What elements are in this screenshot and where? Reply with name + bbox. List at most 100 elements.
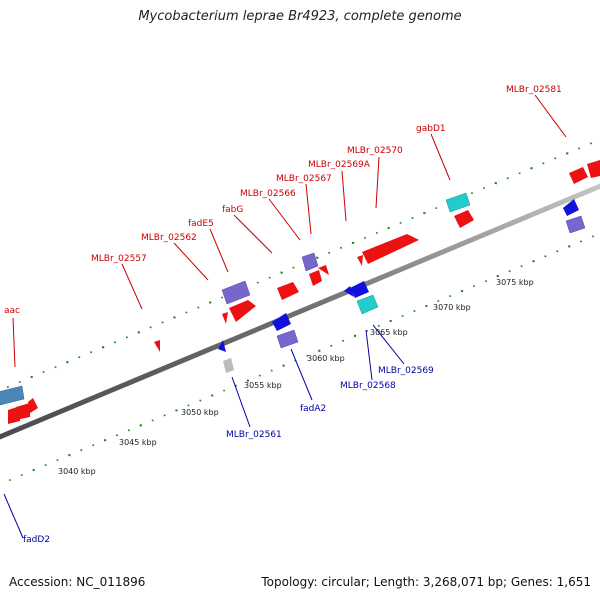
gene-arrow-red xyxy=(309,270,322,286)
forward-track-tick xyxy=(280,271,283,274)
forward-track-tick xyxy=(423,211,426,215)
gene-block-cyan xyxy=(445,192,471,213)
reverse-track-tick xyxy=(175,409,178,412)
callout-mlbr-02581 xyxy=(534,94,567,138)
callout-mlbr-02566 xyxy=(268,198,301,241)
gene-label-aac[interactable]: aac xyxy=(4,306,20,316)
reverse-track-tick xyxy=(389,319,393,323)
reverse-track-tick xyxy=(567,245,571,248)
scale-label: 3055 kbp xyxy=(244,381,282,390)
gene-label-mlbr-02566[interactable]: MLBr_02566 xyxy=(240,189,296,199)
callout-mlbr-02557 xyxy=(121,263,143,310)
forward-track-tick xyxy=(315,256,319,259)
gene-arrow-blue xyxy=(344,286,354,297)
gene-arrow-red xyxy=(569,167,588,184)
callout-mlbr-02569 xyxy=(372,324,405,365)
callout-fade5 xyxy=(209,228,229,273)
reverse-track-tick xyxy=(425,304,428,308)
forward-track-tick xyxy=(173,316,176,319)
scale-labels: 3040 kbp 3045 kbp 3050 kbp 3055 kbp 3060 kbp… xyxy=(58,278,534,476)
gene-arrow-red xyxy=(222,312,228,324)
gene-label-mlbr-02561[interactable]: MLBr_02561 xyxy=(226,430,282,440)
forward-track-tick xyxy=(351,241,355,245)
gene-label-mlbr-02570[interactable]: MLBr_02570 xyxy=(347,146,403,156)
gene-arrow-blue xyxy=(272,313,291,331)
gene-label-gabd1[interactable]: gabD1 xyxy=(416,124,446,134)
reverse-track-tick xyxy=(103,439,107,442)
forward-track-tick xyxy=(494,181,498,185)
forward-track-tick xyxy=(30,375,34,379)
gene-arrow-red xyxy=(277,282,299,300)
gene-block-steel xyxy=(0,385,25,406)
gene-arrow-red xyxy=(318,265,329,275)
callout-mlbr-02561 xyxy=(231,376,251,428)
gene-arrow-red xyxy=(16,403,30,420)
scale-label: 3070 kbp xyxy=(433,303,471,312)
forward-gene-labels: aac MLBr_02557 MLBr_02562 fadE5 fabG MLB… xyxy=(4,85,562,316)
forward-callouts xyxy=(12,94,567,368)
gene-label-mlbr-02581[interactable]: MLBr_02581 xyxy=(506,85,562,95)
gene-arrow-red xyxy=(357,255,363,266)
gene-label-fabg[interactable]: fabG xyxy=(222,205,243,215)
callout-mlbr-02570 xyxy=(375,156,380,209)
gene-arrow-blue xyxy=(350,281,369,298)
gene-label-mlbr-02568[interactable]: MLBr_02568 xyxy=(340,381,396,391)
reverse-callouts xyxy=(3,324,405,539)
gene-block-cyan xyxy=(356,294,379,315)
callout-mlbr-02569a xyxy=(341,170,347,222)
reverse-track-tick xyxy=(317,349,321,352)
callout-fabg xyxy=(233,214,273,254)
genome-backbone xyxy=(0,183,600,440)
callout-mlbr-02562 xyxy=(173,242,209,281)
scale-label: 3045 kbp xyxy=(119,438,157,447)
gene-label-fade5[interactable]: fadE5 xyxy=(188,219,214,229)
gene-block-purple xyxy=(276,329,299,349)
forward-track-tick xyxy=(387,226,391,230)
gene-arrow-blue xyxy=(563,199,579,216)
scale-label: 3060 kbp xyxy=(307,354,345,363)
callout-fadd2 xyxy=(3,493,24,539)
reverse-track-ticks xyxy=(8,235,595,482)
gene-arrow-blue xyxy=(218,340,226,352)
callout-aac xyxy=(12,317,16,368)
gene-features xyxy=(0,160,600,424)
scale-label: 3075 kbp xyxy=(496,278,534,287)
gene-label-mlbr-02569a[interactable]: MLBr_02569A xyxy=(308,160,371,170)
forward-track-tick xyxy=(137,331,141,334)
gene-label-fada2[interactable]: fadA2 xyxy=(300,404,326,414)
gene-block-purple xyxy=(565,215,586,234)
reverse-track-tick xyxy=(282,364,285,367)
genome-summary-text: Topology: circular; Length: 3,268,071 bp… xyxy=(261,575,591,589)
gene-label-mlbr-02562[interactable]: MLBr_02562 xyxy=(141,233,197,243)
gene-label-mlbr-02567[interactable]: MLBr_02567 xyxy=(276,174,332,184)
gene-arrow-red xyxy=(362,234,419,264)
accession-text: Accession: NC_011896 xyxy=(9,575,146,589)
gene-label-mlbr-02569[interactable]: MLBr_02569 xyxy=(378,366,434,376)
callout-gabd1 xyxy=(430,133,451,181)
reverse-track-tick xyxy=(532,260,535,263)
forward-track-tick xyxy=(565,152,569,155)
gene-arrow-red xyxy=(587,160,600,178)
reverse-track-tick xyxy=(139,424,143,427)
forward-track-tick xyxy=(530,167,533,170)
gene-label-fadd2[interactable]: fadD2 xyxy=(23,535,50,545)
gene-arrow-red xyxy=(154,340,160,352)
gene-label-mlbr-02557[interactable]: MLBr_02557 xyxy=(91,254,147,264)
reverse-track-tick xyxy=(32,468,36,472)
reverse-track-tick xyxy=(68,453,71,457)
gene-block-gray xyxy=(223,358,234,373)
gene-arrow-red xyxy=(229,300,256,322)
scale-label: 3040 kbp xyxy=(58,467,96,476)
callout-fada2 xyxy=(290,348,313,401)
callout-mlbr-02567 xyxy=(305,183,312,235)
scale-label: 3065 kbp xyxy=(370,328,408,337)
reverse-track-tick xyxy=(353,334,357,338)
gene-block-purple xyxy=(221,280,251,305)
gene-arrow-red xyxy=(28,398,38,413)
gene-block-purple xyxy=(301,252,319,272)
reverse-gene-labels: fadD2 MLBr_02561 fadA2 MLBr_02568 MLBr_0… xyxy=(23,366,434,545)
reverse-track-tick xyxy=(496,274,500,278)
scale-label: 3050 kbp xyxy=(181,408,219,417)
gene-arrow-red xyxy=(454,210,474,228)
